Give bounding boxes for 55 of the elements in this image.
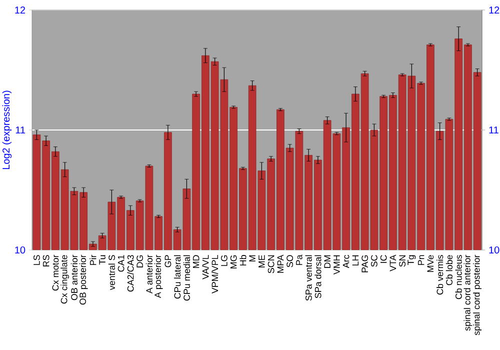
x-tick-label: ME xyxy=(258,255,265,268)
x-tick-label: Cb vermis xyxy=(436,255,444,295)
x-tick-label: CPu lateral xyxy=(174,255,181,299)
x-tick-label: MD xyxy=(192,255,200,268)
x-tick-label: Pir xyxy=(90,254,96,265)
x-tick-label: Cb nucleus xyxy=(455,255,462,300)
x-tick-label: SC xyxy=(371,255,378,267)
x-tick-label: CA1 xyxy=(118,255,124,272)
x-tick-label: SPa dorsal xyxy=(314,255,322,298)
x-tick-label: Cx motor xyxy=(52,254,59,291)
x-tick-label: IC xyxy=(380,255,387,263)
x-tick-label: OB anterior xyxy=(70,254,78,300)
x-tick-label: VA/VL xyxy=(202,254,209,280)
y2-tick-label: 12 xyxy=(489,6,500,14)
x-tick-label: Cb lobe xyxy=(446,255,452,286)
x-tick-label: Arc xyxy=(342,254,350,268)
x-tick-label: LH xyxy=(352,255,359,266)
x-tick-label: MPA xyxy=(277,254,284,273)
x-tick-label: RS xyxy=(42,255,50,266)
x-tick-label: spinal cord anterior xyxy=(464,254,472,331)
x-tick-label: Tg xyxy=(408,255,416,265)
x-tick-label: VPM/VPL xyxy=(212,254,218,294)
x-tick-label: A anterior xyxy=(146,254,152,294)
x-tick-label: VTA xyxy=(390,254,396,272)
x-tick-label: M xyxy=(249,255,256,262)
x-tick-label: PAG xyxy=(362,255,368,272)
x-tick-label: Tu xyxy=(99,255,106,265)
x-tick-label: SCN xyxy=(268,255,274,274)
y-tick-label: 12 xyxy=(15,6,25,14)
y-tick-label: 10 xyxy=(15,246,26,254)
x-tick-label: SN xyxy=(399,255,406,267)
x-tick-label: Pn xyxy=(418,255,424,265)
x-tick-label: DM xyxy=(324,255,330,268)
x-tick-label: LS xyxy=(34,255,40,265)
x-tick-label: Pa xyxy=(296,254,302,265)
x-tick-label: Hb xyxy=(240,255,246,266)
x-tick-label: spinal cord posterior xyxy=(473,254,482,336)
y-tick-label: 11 xyxy=(16,126,26,134)
y2-tick-label: 11 xyxy=(489,126,498,134)
x-tick-label: LG xyxy=(221,255,228,266)
x-tick-label: MVe xyxy=(427,255,434,272)
x-tick-label: SO xyxy=(286,255,293,268)
x-tick-label: A posterior xyxy=(154,254,163,298)
x-tick-label: SPa ventral xyxy=(305,255,312,301)
x-tick-label: CA2/CA3 xyxy=(127,255,134,292)
x-tick-label: CPu medial xyxy=(183,255,190,301)
y2-tick-label: 10 xyxy=(489,246,500,254)
x-tick-label: OB posterior xyxy=(79,254,88,305)
x-tick-label: DG xyxy=(136,255,143,268)
x-tick-label: MG xyxy=(230,255,237,268)
x-tick-label: Cx cingulate xyxy=(60,255,69,304)
x-tick-label: ventral S xyxy=(108,255,115,290)
x-tick-label: VMH xyxy=(334,255,340,275)
y-axis-title: Log2 (expression) xyxy=(2,90,12,170)
x-tick-label: GP xyxy=(164,255,172,268)
